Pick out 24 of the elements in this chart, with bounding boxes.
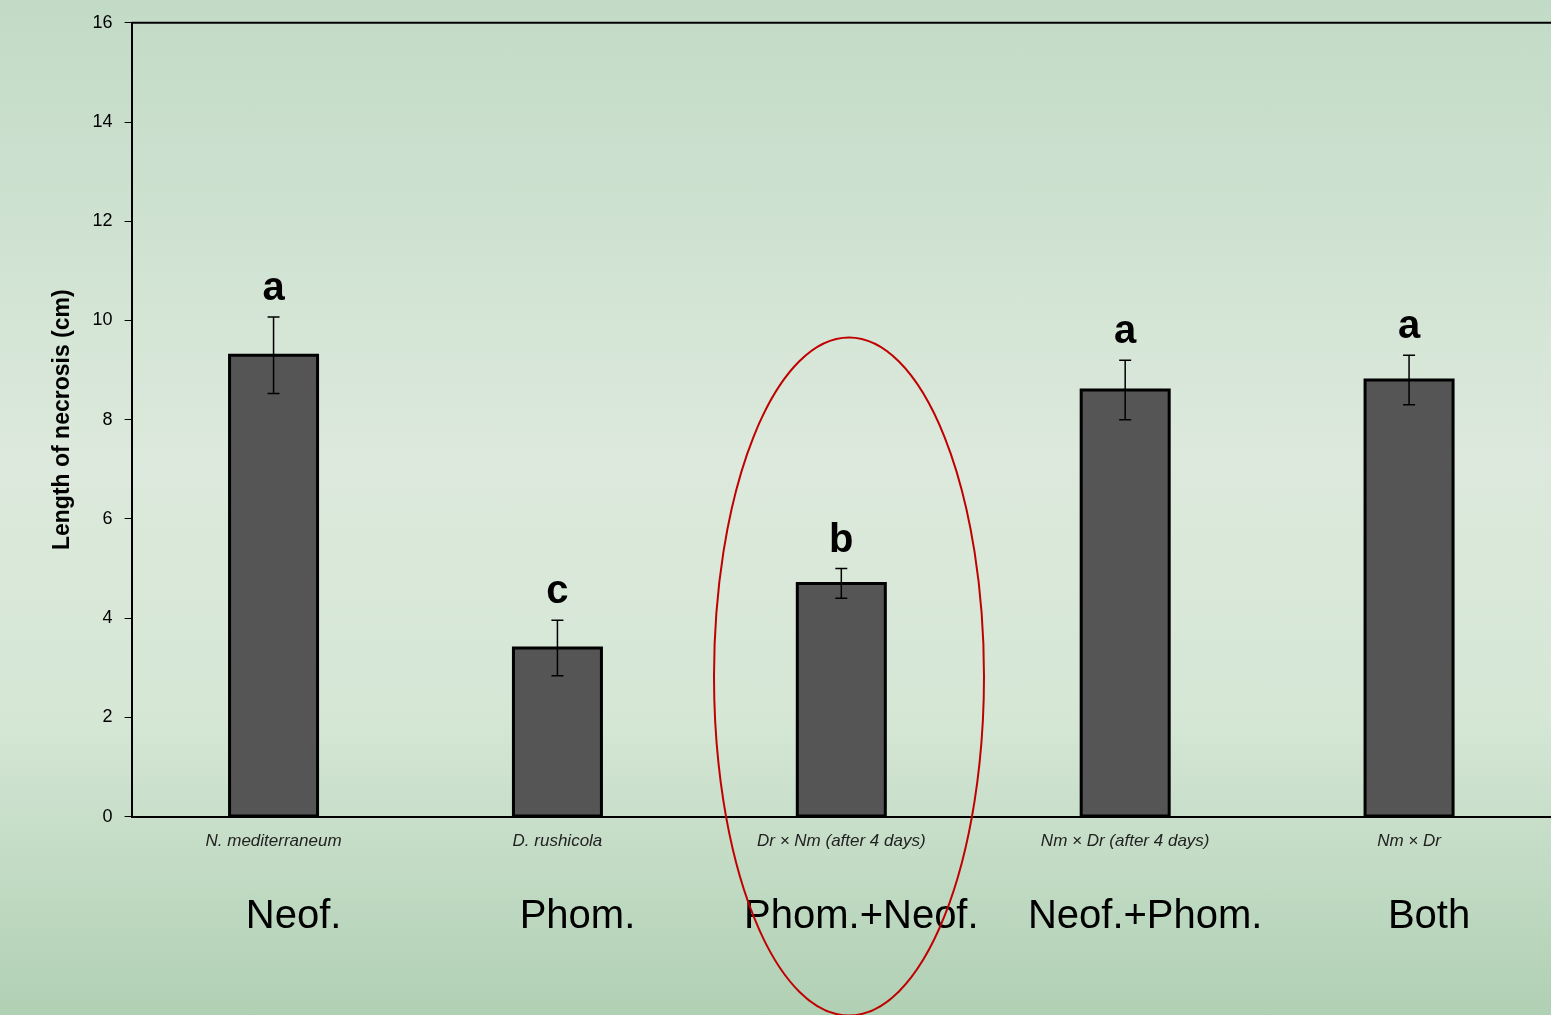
annotation: c [546, 567, 569, 612]
x-tick-label: Nm × Dr (after 4 days) [1040, 830, 1210, 850]
text: Neof.+Phom. [1027, 891, 1263, 936]
y-tick-label: 10 [92, 309, 113, 330]
y-tick-label: 4 [102, 607, 113, 628]
text: Both [1387, 891, 1471, 936]
y-tick-label: 0 [102, 805, 113, 826]
text: Phom. [519, 891, 636, 936]
y-tick-label: 2 [102, 706, 113, 727]
y-axis-title: Length of necrosis (cm) [48, 289, 75, 551]
annotation: b [829, 515, 854, 560]
x-tick-label: Dr × Nm (after 4 days) [757, 830, 926, 850]
annotation: a [1397, 302, 1421, 347]
x-tick-label: N. mediterraneum [205, 830, 342, 850]
y-tick-label: 8 [102, 408, 113, 429]
text: Neof. [245, 891, 342, 936]
x-tick-label: Nm × Dr [1377, 830, 1443, 850]
y-tick-label: 14 [92, 110, 113, 131]
x-tick-label: D. rushicola [512, 830, 603, 850]
y-tick-label: 16 [92, 11, 113, 32]
annotation: a [262, 264, 286, 309]
y-tick-label: 6 [102, 507, 113, 528]
annotation: a [1114, 307, 1138, 352]
y-tick-label: 12 [92, 210, 113, 231]
